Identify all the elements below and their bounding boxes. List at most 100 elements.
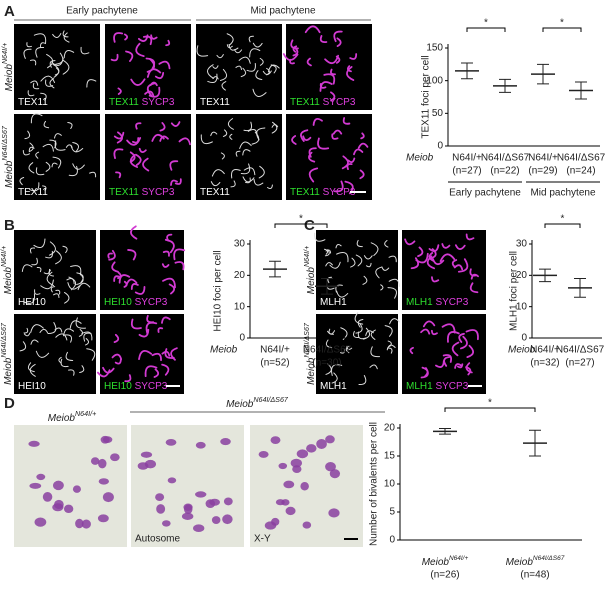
micrograph bbox=[286, 24, 372, 110]
chromosome-signal bbox=[170, 121, 181, 127]
chromosome-signal bbox=[45, 250, 53, 259]
chromosome-signal bbox=[230, 180, 236, 188]
micrograph bbox=[100, 314, 184, 394]
chromosome-signal bbox=[235, 65, 242, 71]
n-label: (n=52) bbox=[260, 358, 289, 369]
chromosome-signal bbox=[30, 324, 44, 333]
chromosome-signal bbox=[441, 243, 451, 249]
chromosome-signal bbox=[162, 277, 176, 289]
chromosome-signal bbox=[258, 165, 265, 179]
chromosome-signal bbox=[165, 39, 171, 47]
chromosome-signal bbox=[330, 68, 336, 76]
chromosome-signal bbox=[40, 75, 56, 84]
chromosome-signal bbox=[146, 68, 162, 78]
y-tick-label: 0 bbox=[389, 535, 395, 546]
chromosome-signal bbox=[200, 134, 213, 145]
chromosome-signal bbox=[317, 137, 330, 150]
chromosome-signal bbox=[43, 268, 51, 275]
chromosome-signal bbox=[366, 262, 372, 268]
bivalent bbox=[42, 492, 53, 502]
chromosome-signal bbox=[26, 42, 33, 48]
bivalent bbox=[325, 435, 335, 444]
chromosome-signal bbox=[126, 137, 142, 146]
chromosome-signal bbox=[353, 330, 360, 338]
chromosome-signal bbox=[62, 30, 69, 38]
chromosome-signal bbox=[323, 73, 336, 85]
image-label: X-Y bbox=[254, 534, 271, 545]
x-tick-label: N64I/+ bbox=[530, 345, 560, 356]
chromosome-signal bbox=[157, 327, 164, 333]
gene: Meiob bbox=[3, 267, 14, 295]
chromosome-signal bbox=[113, 148, 124, 159]
chromosome-signal bbox=[35, 46, 45, 58]
chromosome-signal bbox=[262, 70, 272, 76]
x-tick-label: N64I/+ bbox=[528, 153, 558, 164]
chromosome-signal bbox=[231, 169, 241, 179]
bivalent bbox=[140, 451, 153, 458]
allele: N64I/+ bbox=[75, 410, 96, 418]
significance-label: * bbox=[488, 398, 492, 409]
chromosome-signal bbox=[255, 70, 263, 81]
chromosome-signal bbox=[66, 277, 75, 285]
allele: N64I/ΔS67 bbox=[303, 322, 311, 358]
micrograph bbox=[14, 230, 96, 310]
bivalent bbox=[98, 478, 110, 485]
chromosome-signal bbox=[458, 332, 465, 343]
chromosome-signal bbox=[28, 162, 35, 174]
bivalent bbox=[155, 493, 165, 501]
chromosome-signal bbox=[135, 153, 142, 166]
chromosome-signal bbox=[159, 122, 166, 132]
chromosome-signal bbox=[330, 91, 336, 102]
chromosome-signal bbox=[422, 320, 436, 328]
chromosome-signal bbox=[52, 156, 62, 169]
chromosome-signal bbox=[319, 81, 333, 92]
stain-label: MLH1 bbox=[320, 381, 347, 392]
bivalent bbox=[36, 473, 46, 481]
chromosome-signal bbox=[196, 45, 209, 57]
significance-bracket bbox=[542, 27, 582, 32]
chromosome-signal bbox=[48, 241, 56, 256]
chromosome-signal bbox=[47, 322, 57, 335]
chromosome-signal bbox=[362, 275, 368, 285]
error-bar bbox=[269, 260, 281, 278]
stain-label: MLH1 SYCP3 bbox=[406, 297, 469, 308]
chromosome-signal bbox=[465, 329, 479, 341]
error-bar bbox=[537, 63, 549, 85]
chromosome-signal bbox=[304, 25, 321, 34]
chromosome-signal bbox=[220, 152, 225, 160]
chromosome-signal bbox=[67, 121, 73, 129]
chromosome-signal bbox=[129, 154, 139, 168]
chromosome-signal bbox=[132, 137, 140, 144]
chromosome-signal bbox=[86, 348, 96, 361]
chromosome-signal bbox=[154, 72, 165, 80]
chromosome-signal bbox=[306, 57, 312, 67]
bivalent bbox=[181, 512, 194, 521]
stain: SYCP3 bbox=[135, 297, 168, 308]
stain-label: TEX11 SYCP3 bbox=[109, 97, 175, 108]
bivalent bbox=[28, 440, 40, 447]
chromosome-signal bbox=[55, 289, 61, 295]
chromosome-signal bbox=[40, 279, 54, 290]
y-axis-label: Number of bivalents per cell bbox=[369, 422, 380, 546]
chromosome-signal bbox=[252, 88, 267, 97]
panel-letter: D bbox=[4, 395, 15, 412]
chromosome-signal bbox=[357, 142, 369, 149]
panel-letter: B bbox=[4, 217, 15, 234]
chromosome-signal bbox=[75, 317, 87, 329]
error-bar bbox=[439, 428, 451, 435]
chromosome-signal bbox=[39, 42, 47, 48]
chromosome-signal bbox=[325, 262, 333, 267]
stain: HEI10 bbox=[18, 381, 46, 392]
chromosome-signal bbox=[340, 348, 345, 354]
bivalent bbox=[110, 453, 120, 462]
stain-label: HEI10 bbox=[18, 381, 46, 392]
group-label: Mid pachytene bbox=[530, 188, 595, 199]
panel-letter: C bbox=[304, 217, 315, 234]
bivalent bbox=[329, 469, 341, 479]
chromosome-signal bbox=[142, 157, 150, 172]
chromosome-signal bbox=[50, 286, 56, 293]
chromosome-signal bbox=[357, 331, 367, 340]
chromosome-signal bbox=[142, 35, 153, 46]
chromosome-signal bbox=[23, 48, 32, 59]
chromosome-signal bbox=[336, 252, 349, 263]
